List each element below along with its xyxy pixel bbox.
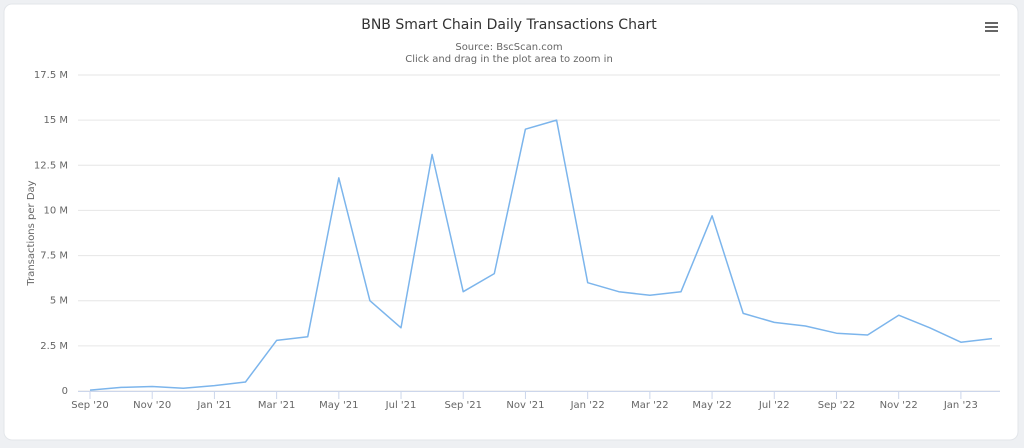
y-tick-label: 12.5 M xyxy=(34,160,68,171)
y-axis-title: Transactions per Day xyxy=(26,180,37,286)
x-tick-label: Nov '21 xyxy=(506,400,544,411)
chart-subtitle: Click and drag in the plot area to zoom … xyxy=(405,54,613,65)
menu-button[interactable] xyxy=(985,22,998,32)
x-tick-label: Sep '22 xyxy=(818,400,856,411)
menu-bar xyxy=(985,22,998,24)
x-tick-label: Nov '20 xyxy=(133,400,171,411)
x-tick-label: Jan '21 xyxy=(196,400,231,411)
x-tick-label: Jul '21 xyxy=(385,400,417,411)
x-tick-label: Jan '22 xyxy=(570,400,605,411)
chart-title: BNB Smart Chain Daily Transactions Chart xyxy=(361,17,657,33)
card xyxy=(3,3,1019,441)
x-tick-label: Mar '21 xyxy=(258,400,296,411)
line-series xyxy=(89,119,993,391)
x-tick-label: May '21 xyxy=(319,400,358,411)
x-tick-label: Sep '20 xyxy=(71,400,109,411)
y-tick-label: 2.5 M xyxy=(40,341,68,352)
y-tick-label: 5 M xyxy=(50,296,68,307)
menu-bar xyxy=(985,30,998,32)
y-tick-label: 17.5 M xyxy=(34,70,68,81)
menu-bar xyxy=(985,26,998,28)
x-tick-label: Sep '21 xyxy=(444,400,482,411)
x-tick-label: Mar '22 xyxy=(631,400,669,411)
y-tick-label: 7.5 M xyxy=(40,251,68,262)
y-tick-label: 15 M xyxy=(43,115,68,126)
x-tick-label: Nov '22 xyxy=(880,400,918,411)
y-tick-label: 0 xyxy=(62,386,68,397)
x-tick-label: May '22 xyxy=(692,400,731,411)
x-tick-label: Jan '23 xyxy=(943,400,978,411)
chart-subtitle: Source: BscScan.com xyxy=(455,42,562,53)
x-tick-label: Jul '22 xyxy=(758,400,790,411)
y-tick-label: 10 M xyxy=(43,205,68,216)
